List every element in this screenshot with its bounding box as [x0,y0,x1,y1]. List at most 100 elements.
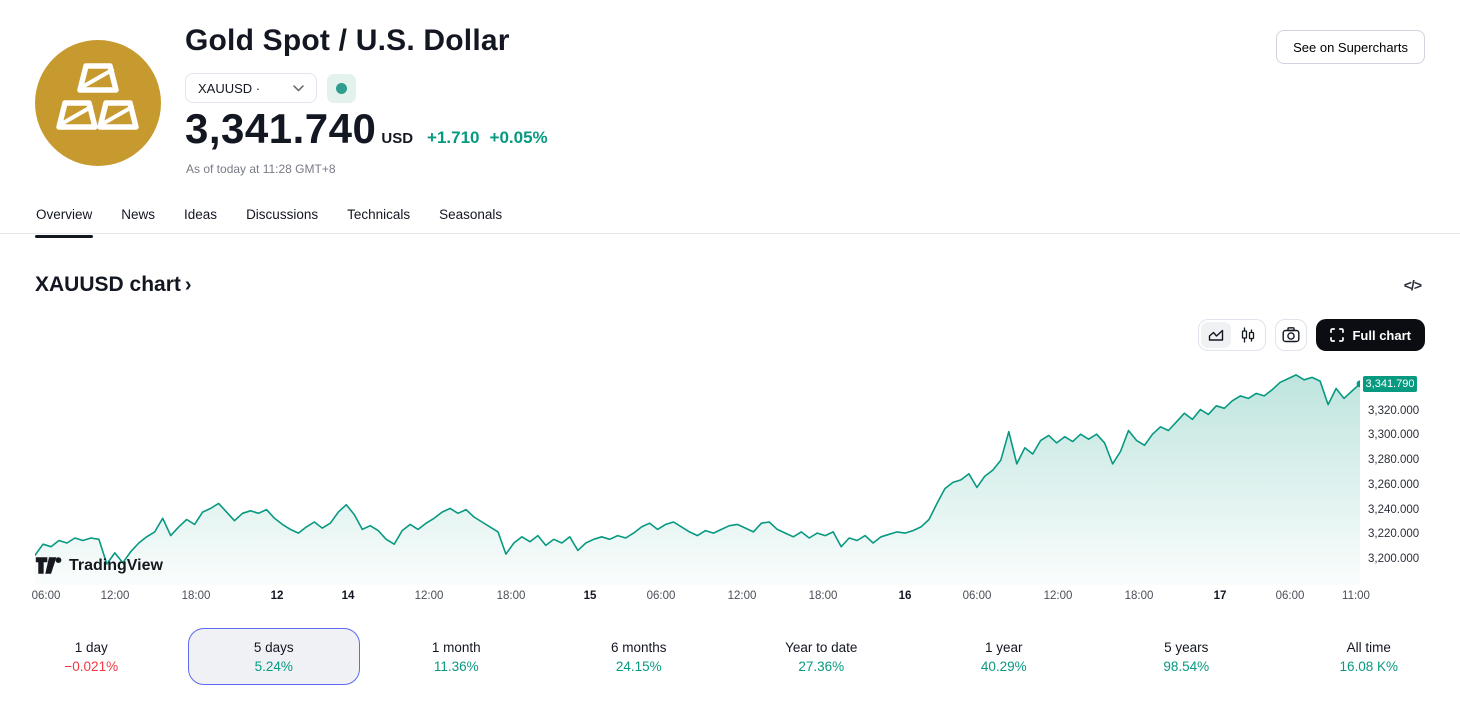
chart-price-line [35,374,1360,565]
range-label: 1 month [431,639,481,655]
symbol-dropdown[interactable]: XAUUSD · [185,73,317,103]
range-change: −0.021% [64,658,119,674]
time-range-buttons: 1 day −0.021% 5 days 5.24% 1 month 11.36% 6 mo… [0,628,1460,685]
symbol-dropdown-label: XAUUSD · [198,80,261,96]
x-axis-label: 18:00 [496,590,526,602]
y-axis-label: 3,260.000 [1368,478,1420,491]
range-label: All time [1346,639,1391,655]
chart-type-toggle [1198,319,1267,351]
y-axis-label: 3,220.000 [1368,528,1420,541]
range-button-5-days[interactable]: 5 days 5.24% [187,628,360,685]
range-cell: Year to date 27.36% [730,628,913,685]
as-of-timestamp: As of today at 11:28 GMT+8 [186,162,336,176]
range-label: 5 years [1164,639,1209,655]
range-change: 27.36% [798,658,845,674]
range-change: 11.36% [433,658,479,674]
tab-discussions[interactable]: Discussions [246,207,319,222]
x-axis-label: 16 [898,590,912,602]
tab-ideas[interactable]: Ideas [184,207,218,222]
camera-icon [1282,327,1300,343]
range-button-5-years[interactable]: 5 years 98.54% [1100,628,1272,685]
snapshot-camera-button[interactable] [1275,319,1308,351]
range-button-6-months[interactable]: 6 months 24.15% [553,628,725,685]
y-axis-label: 3,240.000 [1368,503,1420,516]
range-change: 24.15% [615,658,662,674]
range-label: 1 year [984,639,1023,655]
tab-technicals[interactable]: Technicals [347,207,411,222]
chevron-down-icon [293,84,304,91]
candles-icon [1242,327,1255,343]
range-change: 40.29% [980,658,1027,674]
price-change: +1.710 +0.05% [427,128,548,148]
range-button-1-year[interactable]: 1 year 40.29% [918,628,1090,685]
x-axis-label: 06:00 [962,590,992,602]
range-cell: 6 months 24.15% [548,628,731,685]
price-change-pct: +0.05% [489,128,548,147]
tradingview-logo-icon [35,557,62,574]
range-label: 1 day [74,639,108,655]
tab-seasonals[interactable]: Seasonals [439,207,503,222]
x-axis-label: 15 [583,590,597,602]
range-cell: 1 day −0.021% [0,628,183,685]
range-change: 5.24% [254,658,293,674]
x-axis-label: 17 [1213,590,1227,602]
last-price-tag: 3,341.790 [1363,375,1417,392]
x-axis-label: 18:00 [808,590,838,602]
tradingview-watermark-text: TradingView [69,556,163,574]
x-axis-label: 18:00 [1124,590,1154,602]
x-axis-label: 11:00 [1342,590,1370,602]
page-title: Gold Spot / U.S. Dollar [185,24,510,57]
y-axis-label: 3,280.000 [1368,454,1420,467]
range-cell: 5 years 98.54% [1095,628,1278,685]
chart-toolbar: Full chart [1198,319,1425,351]
x-axis-label: 12 [270,590,284,602]
x-axis-label: 12:00 [414,590,444,602]
price-area-chart[interactable] [35,365,1360,585]
range-button-year-to-date[interactable]: Year to date 27.36% [735,628,907,685]
x-axis-label: 18:00 [181,590,211,602]
y-axis-label: 3,320.000 [1368,404,1420,417]
x-axis-label: 12:00 [1043,590,1073,602]
symbol-page-tabs: Overview News Ideas Discussions Technicals Se… [35,205,503,238]
range-cell: 1 year 40.29% [913,628,1096,685]
area-chart-icon [1209,329,1224,341]
y-axis-label: 3,300.000 [1368,429,1420,442]
x-axis-label: 06:00 [1275,590,1305,602]
tab-news[interactable]: News [121,207,156,222]
area-chart-type-button[interactable] [1201,322,1232,348]
tab-overview[interactable]: Overview [35,205,94,238]
full-chart-button[interactable]: Full chart [1316,319,1425,351]
y-axis-label: 3,200.000 [1368,553,1420,566]
candles-chart-type-button[interactable] [1233,322,1263,348]
gold-symbol-logo [35,40,161,166]
range-button-all-time[interactable]: All time 16.08 K% [1283,628,1455,685]
x-axis-label: 06:00 [31,590,61,602]
x-axis-label: 14 [341,590,355,602]
range-button-1-day[interactable]: 1 day −0.021% [5,628,177,685]
chart-heading-text: XAUUSD chart [35,273,181,296]
tabs-divider [0,233,1460,234]
tradingview-watermark: TradingView [35,556,163,575]
range-cell: All time 16.08 K% [1278,628,1460,685]
fullscreen-icon [1330,328,1345,342]
price-change-abs: +1.710 [427,128,480,147]
chart-section-heading[interactable]: XAUUSD chart › [35,273,192,297]
range-cell: 5 days 5.24% [183,628,366,685]
chart-area-fill [35,374,1360,585]
range-label: 5 days [253,639,294,655]
price-row: 3,341.740 USD +1.710 +0.05% [185,105,548,153]
range-change: 16.08 K% [1339,658,1399,674]
last-price-dot [1356,380,1360,388]
x-axis-label: 12:00 [100,590,130,602]
price-currency: USD [381,130,414,147]
range-label: Year to date [785,639,858,655]
market-open-dot-icon [336,82,347,94]
full-chart-label: Full chart [1352,327,1411,343]
market-open-indicator [327,73,356,103]
range-cell: 1 month 11.36% [365,628,548,685]
range-label: 6 months [610,639,667,655]
range-button-1-month[interactable]: 1 month 11.36% [370,628,542,685]
embed-code-icon[interactable]: </> [1403,277,1422,293]
see-on-supercharts-button[interactable]: See on Supercharts [1276,30,1425,64]
range-change: 98.54% [1163,658,1210,674]
